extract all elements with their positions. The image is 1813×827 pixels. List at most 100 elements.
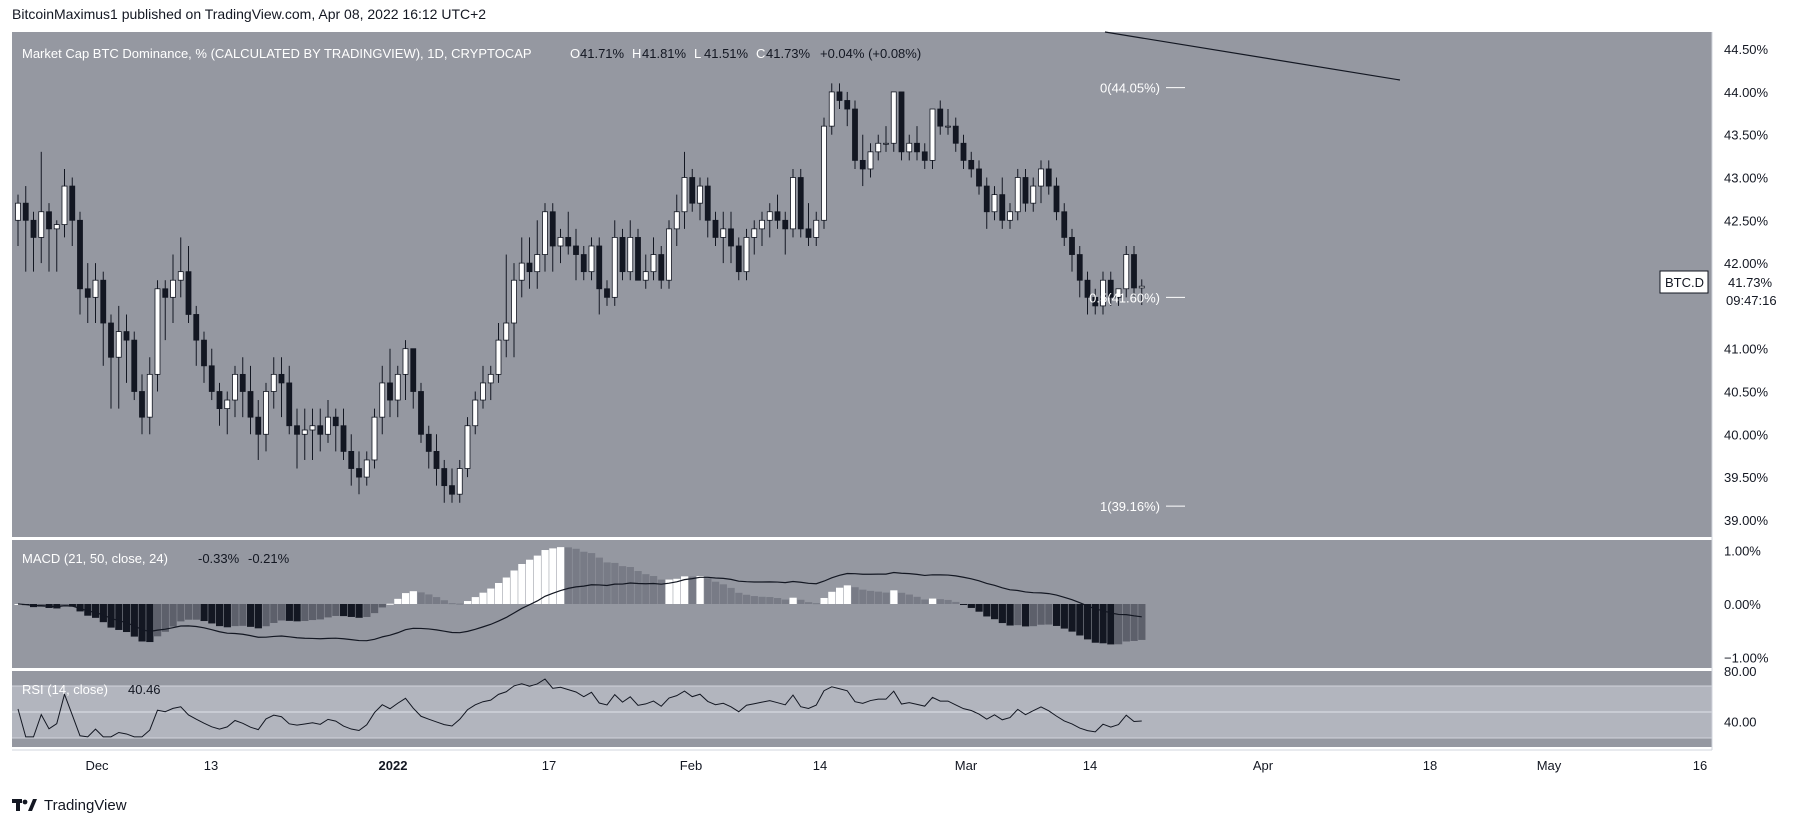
candle: [123, 314, 130, 383]
macd-histogram-bar: [526, 559, 534, 604]
candle-body: [1092, 296, 1099, 307]
candle: [960, 134, 967, 169]
macd-histogram-bar: [332, 604, 340, 616]
candle: [1100, 271, 1106, 315]
macd-histogram-bar: [890, 590, 898, 604]
candle-body: [588, 245, 595, 273]
candle: [836, 83, 843, 110]
candle: [635, 228, 641, 281]
macd-histogram-bar: [905, 594, 913, 604]
candle: [340, 408, 347, 460]
macd-histogram-bar: [347, 604, 355, 617]
rsi-tick-label: 40.00: [1724, 715, 1757, 730]
candle: [751, 220, 758, 255]
macd-histogram-bar: [975, 604, 983, 612]
macd-value-2: -0.21%: [248, 551, 290, 566]
macd-histogram-bar: [301, 604, 309, 622]
candle-body: [728, 228, 734, 247]
candle-body: [363, 459, 370, 478]
badge-price: 41.73%: [1728, 275, 1773, 290]
candle: [921, 143, 928, 169]
candle-body: [340, 425, 347, 452]
candle-body: [208, 365, 215, 392]
candle-body: [1100, 279, 1106, 307]
candle: [859, 134, 866, 187]
candle: [914, 126, 920, 161]
candle: [666, 220, 672, 289]
main-price-pane[interactable]: [12, 32, 1712, 537]
time-tick-label: Apr: [1253, 758, 1274, 773]
candle-body: [449, 485, 455, 495]
macd-histogram-bar: [1045, 604, 1053, 625]
macd-histogram-bar: [929, 598, 937, 604]
candle: [363, 451, 370, 486]
macd-histogram-bar: [510, 570, 518, 604]
candle: [542, 203, 548, 272]
candle-body: [1061, 211, 1068, 238]
macd-histogram-bar: [247, 604, 255, 627]
candle: [61, 168, 68, 238]
macd-histogram-bar: [92, 604, 100, 618]
candle: [1045, 160, 1052, 195]
price-tick-label: 40.50%: [1724, 384, 1769, 399]
ohlc-key: H: [632, 46, 641, 61]
macd-histogram-bar: [1037, 604, 1045, 625]
macd-histogram-bar: [572, 548, 580, 604]
candle: [549, 203, 556, 272]
candle-body: [255, 416, 262, 435]
ohlc-value: 41.73%: [766, 46, 811, 61]
candle-body: [766, 211, 773, 221]
candle-body: [1138, 285, 1145, 289]
candle-body: [689, 177, 696, 204]
candle-body: [239, 373, 246, 392]
macd-histogram-bar: [843, 585, 851, 604]
macd-histogram-bar: [712, 581, 720, 604]
candle-body: [859, 159, 866, 170]
candle-body: [464, 425, 471, 469]
candle: [604, 280, 610, 306]
candle-body: [418, 391, 424, 435]
candle: [1076, 245, 1083, 298]
candle-body: [100, 279, 107, 324]
candle: [642, 254, 649, 289]
macd-histogram-bar: [603, 562, 611, 604]
macd-histogram-bar: [425, 594, 433, 604]
candle: [162, 280, 169, 341]
candle: [1115, 288, 1122, 306]
candle-body: [720, 228, 727, 238]
candle-body: [666, 228, 672, 281]
macd-histogram-bar: [309, 604, 317, 621]
candle-body: [185, 271, 192, 315]
macd-histogram-bar: [549, 548, 557, 604]
candle: [805, 203, 812, 246]
rsi-legend: RSI (14, close): [22, 682, 108, 697]
candle-body: [704, 185, 711, 221]
macd-histogram-bar: [665, 579, 673, 604]
candle: [154, 280, 161, 392]
macd-histogram-bar: [967, 604, 975, 608]
published-by-line: BitcoinMaximus1 published on TradingView…: [12, 6, 487, 22]
time-tick-label: May: [1537, 758, 1562, 773]
tradingview-chart[interactable]: 0(44.05%) 0.5(41.60%) 1(39.16%) 44.50% 44.0…: [0, 0, 1813, 790]
candle-body: [743, 237, 750, 273]
ohlc-key: L: [694, 46, 701, 61]
candle: [929, 108, 936, 169]
macd-histogram-bar: [115, 604, 123, 630]
candle: [1084, 271, 1091, 315]
macd-histogram-bar: [146, 604, 154, 643]
candle-body: [146, 373, 153, 418]
descending-trend-line[interactable]: [1104, 31, 1401, 81]
macd-histogram-bar: [61, 604, 69, 607]
macd-histogram-bar: [1084, 604, 1092, 640]
macd-histogram-bar: [270, 604, 278, 623]
candle-body: [356, 468, 362, 478]
macd-histogram-bar: [161, 604, 169, 632]
macd-histogram-bar: [1006, 604, 1014, 626]
macd-histogram-bar: [696, 576, 704, 604]
macd-histogram-bar: [130, 604, 138, 637]
candle: [1069, 228, 1075, 272]
candle-body: [875, 142, 882, 153]
candle: [813, 211, 820, 246]
candle: [108, 314, 114, 409]
macd-histogram-bar: [192, 604, 200, 620]
